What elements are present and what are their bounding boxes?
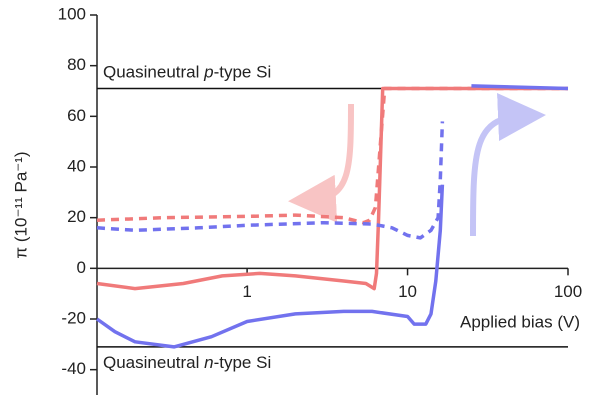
label-part: Quasineutral [103,63,204,82]
series-line [95,84,569,349]
label-part: n [204,353,213,372]
label-part: -type Si [214,63,272,82]
y-tick-label: -20 [61,308,86,327]
series-line [96,121,445,240]
y-tick-label: 0 [77,258,86,277]
y-tick-label: 100 [58,4,86,23]
series-line [96,86,568,225]
y-tick-label: 20 [67,207,86,226]
reference-label: Quasineutral n-type Si [103,353,271,372]
label-part: p [203,63,213,82]
series-line [96,86,568,291]
reference-label: Quasineutral p-type Si [103,63,271,82]
x-tick-label: 100 [554,282,582,301]
y-tick-label: 80 [67,55,86,74]
label-part: Quasineutral [103,353,204,372]
arrow [470,93,546,237]
x-tick-label: 10 [398,282,417,301]
arrow [288,103,354,223]
x-tick-label: 1 [242,282,251,301]
x-axis-label: Applied bias (V) [460,312,580,331]
y-tick-label: 60 [67,106,86,125]
y-tick-label: -40 [61,359,86,378]
y-tick-label: 40 [67,156,86,175]
label-part: -type Si [214,353,272,372]
y-axis-label: π (10⁻¹¹ Pa⁻¹) [11,151,30,258]
